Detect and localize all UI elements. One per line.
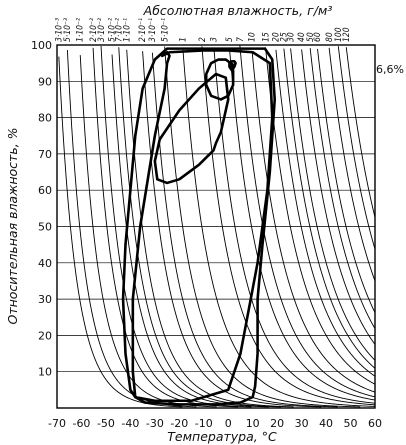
- isopleth-curve: [345, 47, 376, 218]
- y-tick-label: 80: [38, 112, 52, 125]
- x-tick-label: 50: [344, 417, 358, 430]
- isopleth-curve: [229, 48, 376, 401]
- x-tick-labels: -70 -60 -50 -40 -30 -20 -10 0 10 20 30 40 50 60: [48, 417, 382, 430]
- isopleth-curve: [151, 52, 338, 408]
- isopleth-curve: [182, 49, 376, 407]
- x-tick-label: -50: [97, 417, 115, 430]
- isopleth-curve: [142, 51, 322, 408]
- isopleth-curve: [251, 50, 376, 393]
- top-tick-label: 2: [198, 37, 208, 42]
- isopleth-curve: [213, 51, 376, 404]
- isopleth-curve: [290, 48, 376, 361]
- isopleth-curve: [164, 46, 361, 408]
- y-tick-label: 60: [38, 184, 52, 197]
- top-tick-label: 5·10⁻³: [63, 18, 73, 42]
- x-tick-label: 40: [319, 417, 333, 430]
- top-tick-label: 60: [313, 32, 323, 42]
- isopleth-curves: [58, 45, 376, 408]
- contour-line: [121, 47, 277, 406]
- top-tick-label: 3·10⁻³: [54, 18, 64, 42]
- top-tick-label: 3·10⁻²: [97, 18, 107, 42]
- top-tick-label: 40: [297, 32, 307, 42]
- top-tick-label: 3·10⁻¹: [148, 18, 158, 42]
- contour-line: [204, 58, 235, 101]
- x-tick-label: -30: [146, 417, 164, 430]
- x-tick-label: -70: [48, 417, 66, 430]
- y-tick-label: 20: [38, 329, 52, 342]
- isopleth-curve: [301, 49, 376, 345]
- top-tick-label: 50: [306, 32, 316, 42]
- isopleth-curve: [275, 49, 376, 377]
- top-tick-label: 2·10⁻²: [89, 18, 99, 42]
- top-tick-label: 5·10⁻¹: [161, 18, 171, 42]
- y-tick-label: 30: [38, 293, 52, 306]
- y-tick-label: 10: [38, 366, 52, 379]
- isopleth-curve: [265, 47, 376, 385]
- isopleth-curve: [283, 48, 376, 369]
- x-tick-label: 30: [295, 417, 309, 430]
- contour-line: [153, 72, 230, 185]
- top-tick-label: 80: [325, 32, 335, 42]
- y-tick-label: 70: [38, 148, 52, 161]
- isopleth-curve: [309, 48, 376, 329]
- top-tick-label: 5: [225, 37, 235, 42]
- top-tick-label: 120: [342, 27, 352, 42]
- top-tick-label: 1·10⁻¹: [122, 18, 132, 42]
- annotation-label: 6,6%: [376, 63, 404, 76]
- y-tick-label: 100: [31, 39, 52, 52]
- top-tick-label: 10: [248, 32, 258, 42]
- contour-line: [228, 60, 237, 72]
- x-tick-label: -20: [170, 417, 188, 430]
- x-tick-label: 20: [270, 417, 284, 430]
- x-tick-label: -60: [72, 417, 90, 430]
- y-tick-label: 40: [38, 257, 52, 270]
- y-tick-label: 90: [38, 75, 52, 88]
- x-tick-label: 0: [225, 417, 232, 430]
- top-tick-label: 1·10⁻²: [76, 18, 86, 42]
- top-tick-label: 5·10⁻²: [107, 18, 117, 42]
- top-tick-label: 2·10⁻¹: [138, 18, 148, 42]
- x-tick-label: -40: [121, 417, 139, 430]
- x-tick-label: -10: [195, 417, 213, 430]
- y-axis-label: Относительная влажность, %: [5, 127, 20, 324]
- contour-lines: [121, 47, 277, 406]
- top-tick-labels: 3·10⁻³5·10⁻³ 1·10⁻² 2·10⁻²3·10⁻² 5·10⁻²7·10…: [54, 18, 352, 42]
- chart-title: Абсолютная влажность, г/м³: [143, 3, 333, 18]
- top-tick-label: 15: [261, 32, 271, 42]
- isopleth-curve: [328, 47, 376, 282]
- isopleth-curve: [118, 47, 281, 408]
- data-point: [229, 62, 235, 68]
- isopleth-curve: [111, 54, 269, 408]
- plot-frame: [56, 44, 376, 409]
- x-tick-label: 10: [246, 417, 260, 430]
- top-tick-label: 3: [210, 37, 220, 42]
- top-tick-label: 30: [286, 32, 296, 42]
- contour-line: [131, 49, 274, 403]
- x-tick-label: 60: [368, 417, 382, 430]
- top-tick-label: 1: [179, 37, 189, 42]
- y-tick-labels: 10 20 30 40 50 60 70 80 90 100: [31, 39, 52, 379]
- top-tick-label: 7·10⁻²: [115, 18, 125, 42]
- top-tick-label: 20: [271, 32, 281, 42]
- top-tick-label: 7: [236, 37, 246, 42]
- isopleth-curve: [100, 45, 252, 408]
- x-axis-label: Температура, °С: [167, 429, 277, 444]
- isopleth-curve: [201, 46, 376, 406]
- isopleth-curve: [317, 48, 376, 313]
- isopleth-curve: [58, 56, 183, 408]
- top-tick-label: 25: [280, 32, 290, 42]
- y-tick-label: 50: [38, 221, 52, 234]
- top-tick-label: 100: [334, 27, 344, 42]
